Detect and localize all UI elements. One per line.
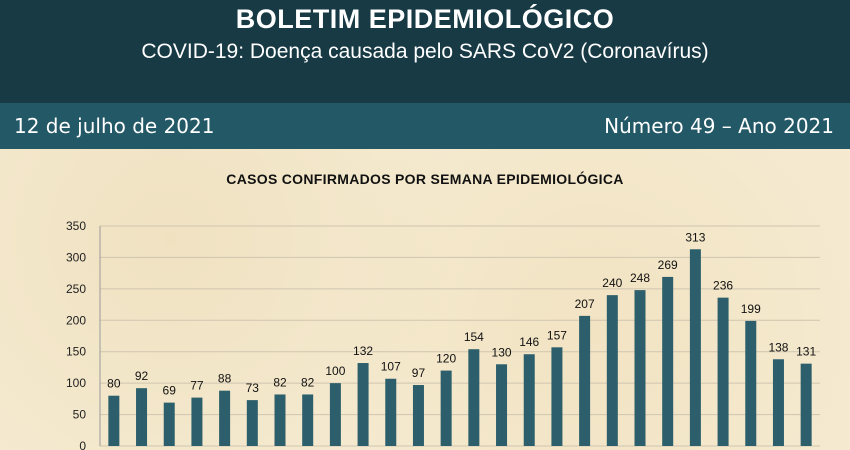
bar-value-label: 132 xyxy=(353,344,373,358)
bar-value-label: 248 xyxy=(630,271,650,285)
y-tick-label: 0 xyxy=(79,439,86,450)
y-tick-label: 200 xyxy=(66,313,86,327)
bar xyxy=(136,388,148,446)
bar xyxy=(302,394,314,446)
chart-data-labels: 80 92 69 77 88 73 82 82 100 132 107 97 120 154 130 146 1… xyxy=(107,230,816,397)
y-tick-label: 250 xyxy=(66,282,86,296)
y-tick-label: 350 xyxy=(66,219,86,233)
bar-value-label: 240 xyxy=(602,276,622,290)
bar-value-label: 130 xyxy=(492,345,512,359)
bar xyxy=(523,354,535,446)
bar-value-label: 73 xyxy=(246,381,260,395)
bar xyxy=(357,363,369,446)
bar xyxy=(496,364,508,446)
bulletin-subtitle: COVID-19: Doença causada pelo SARS CoV2 … xyxy=(141,40,709,63)
bar xyxy=(800,363,812,446)
bar xyxy=(329,383,341,446)
bar-value-label: 236 xyxy=(713,279,733,293)
bar-value-label: 92 xyxy=(135,369,149,383)
info-bar: 12 de julho de 2021 Número 49 – Ano 2021 xyxy=(0,103,850,149)
chart-gridlines xyxy=(100,225,820,447)
bar-value-label: 69 xyxy=(163,384,177,398)
bar xyxy=(772,359,784,446)
bar xyxy=(385,378,397,446)
bar xyxy=(412,385,424,446)
bar-value-label: 80 xyxy=(107,377,121,391)
chart-bars xyxy=(108,249,812,446)
bar-value-label: 207 xyxy=(575,297,595,311)
y-tick-label: 100 xyxy=(66,376,86,390)
bar-value-label: 313 xyxy=(685,230,705,244)
y-tick-label: 50 xyxy=(73,408,87,422)
bar-value-label: 82 xyxy=(301,375,315,389)
bar-value-label: 77 xyxy=(190,379,204,393)
bulletin-date: 12 de julho de 2021 xyxy=(14,114,215,138)
bar xyxy=(219,390,231,446)
bulletin-number: Número 49 – Ano 2021 xyxy=(604,114,834,138)
bar xyxy=(579,315,591,446)
bar xyxy=(551,347,563,446)
bar-value-label: 146 xyxy=(519,335,539,349)
bar-value-label: 138 xyxy=(768,340,788,354)
bar-value-label: 154 xyxy=(464,330,484,344)
bar-value-label: 82 xyxy=(273,375,287,389)
bar-value-label: 269 xyxy=(658,258,678,272)
bar-value-label: 97 xyxy=(412,366,426,380)
bar xyxy=(634,290,646,446)
bar xyxy=(440,370,452,446)
bar-value-label: 107 xyxy=(381,360,401,374)
bar xyxy=(745,320,757,446)
bar xyxy=(246,400,258,446)
bar xyxy=(108,395,120,446)
bar xyxy=(662,276,674,446)
bar xyxy=(606,295,618,446)
y-tick-label: 150 xyxy=(66,345,86,359)
bar-value-label: 131 xyxy=(796,345,816,359)
bulletin-header: BOLETIM EPIDEMIOLÓGICO COVID-19: Doença … xyxy=(0,0,850,103)
bar xyxy=(717,297,729,446)
chart-title: CASOS CONFIRMADOS POR SEMANA EPIDEMIOLÓG… xyxy=(226,171,624,187)
bar-value-label: 157 xyxy=(547,328,567,342)
bar xyxy=(191,397,203,446)
bar xyxy=(689,249,701,446)
bar-value-label: 199 xyxy=(741,302,761,316)
y-tick-label: 300 xyxy=(66,250,86,264)
bulletin-title: BOLETIM EPIDEMIOLÓGICO xyxy=(235,4,615,34)
bar xyxy=(468,349,480,446)
bar-value-label: 88 xyxy=(218,372,232,386)
bar-value-label: 100 xyxy=(325,364,345,378)
bar-value-label: 120 xyxy=(436,352,456,366)
y-axis-ticks: 0 50 100 150 200 250 300 350 xyxy=(66,219,86,450)
bar xyxy=(274,394,286,446)
bar xyxy=(163,402,175,446)
